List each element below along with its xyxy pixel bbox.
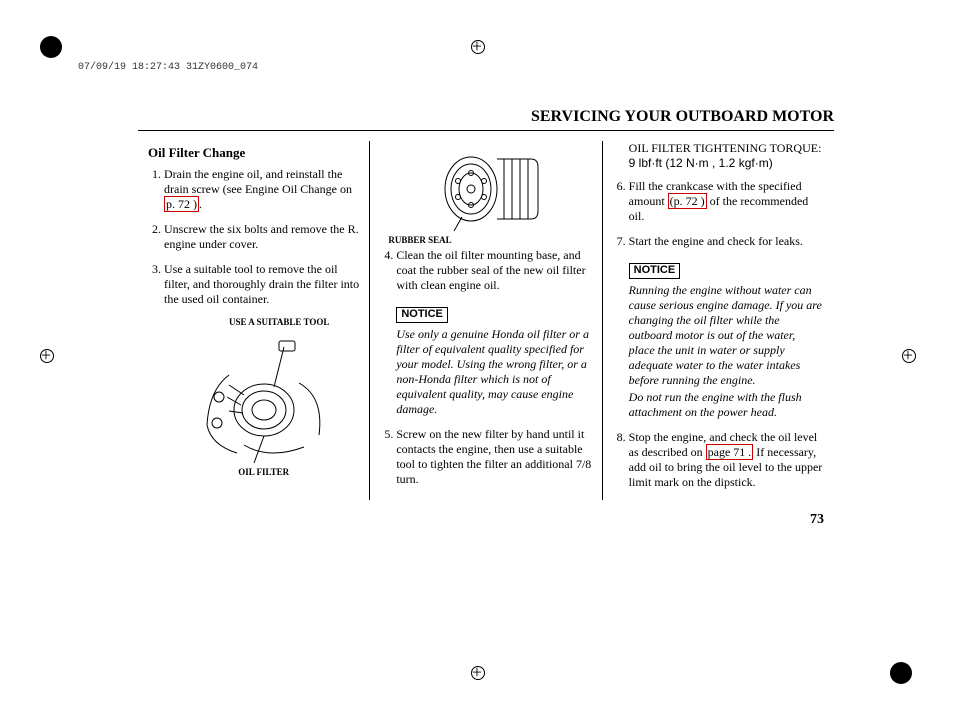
step-3: Use a suitable tool to remove the oil fi… (164, 262, 359, 307)
crosshair-left (36, 345, 56, 365)
link-p71[interactable]: page 71 . (706, 444, 754, 460)
step-6: Fill the crankcase with the specified am… (629, 179, 824, 224)
crosshair-top (467, 36, 487, 56)
title-rule (138, 130, 834, 131)
step-8: Stop the engine, and check the oil level… (629, 430, 824, 490)
columns-container: Oil Filter Change Drain the engine oil, … (138, 141, 834, 500)
crosshair-right (898, 345, 918, 365)
fig1-caption-bottom: OIL FILTER (148, 467, 359, 478)
step-4: Clean the oil filter mounting base, and … (396, 248, 591, 293)
page-number: 73 (810, 512, 824, 528)
step-5: Screw on the new filter by hand until it… (396, 427, 591, 487)
notice-text-1: Use only a genuine Honda oil filter or a… (396, 327, 591, 417)
step-7: Start the engine and check for leaks. (629, 234, 824, 249)
notice-text-2b: Do not run the engine with the flush att… (629, 390, 824, 420)
notice-label-2: NOTICE (629, 263, 681, 279)
column-2: RUBBER SEAL Clean the oil filter mountin… (369, 141, 602, 500)
column-1: Oil Filter Change Drain the engine oil, … (138, 141, 369, 500)
step-1: Drain the engine oil, and reinstall the … (164, 167, 359, 212)
torque-label: OIL FILTER TIGHTENING TORQUE: (629, 141, 824, 156)
registration-mark-br (890, 662, 912, 684)
torque-value: 9 lbf·ft (12 N·m , 1.2 kgf·m) (629, 156, 824, 171)
fig1-caption-top: USE A SUITABLE TOOL (148, 317, 359, 328)
figure-1 (148, 335, 359, 465)
notice-label-1: NOTICE (396, 307, 448, 323)
registration-mark-tl (40, 36, 62, 58)
section-title: Oil Filter Change (148, 145, 359, 161)
page-title: SERVICING YOUR OUTBOARD MOTOR (138, 108, 834, 126)
column-3: OIL FILTER TIGHTENING TORQUE: 9 lbf·ft (… (603, 141, 834, 500)
figure-2 (380, 147, 591, 233)
notice-text-2a: Running the engine without water can cau… (629, 283, 824, 388)
link-p72-b[interactable]: (p. 72 ) (668, 193, 707, 209)
print-stamp: 07/09/19 18:27:43 31ZY0600_074 (78, 62, 258, 73)
crosshair-bottom (467, 662, 487, 682)
page-content: SERVICING YOUR OUTBOARD MOTOR Oil Filter… (138, 108, 834, 500)
link-p72[interactable]: p. 72 ) (164, 196, 199, 212)
fig2-caption: RUBBER SEAL (380, 235, 591, 246)
step-2: Unscrew the six bolts and remove the R. … (164, 222, 359, 252)
